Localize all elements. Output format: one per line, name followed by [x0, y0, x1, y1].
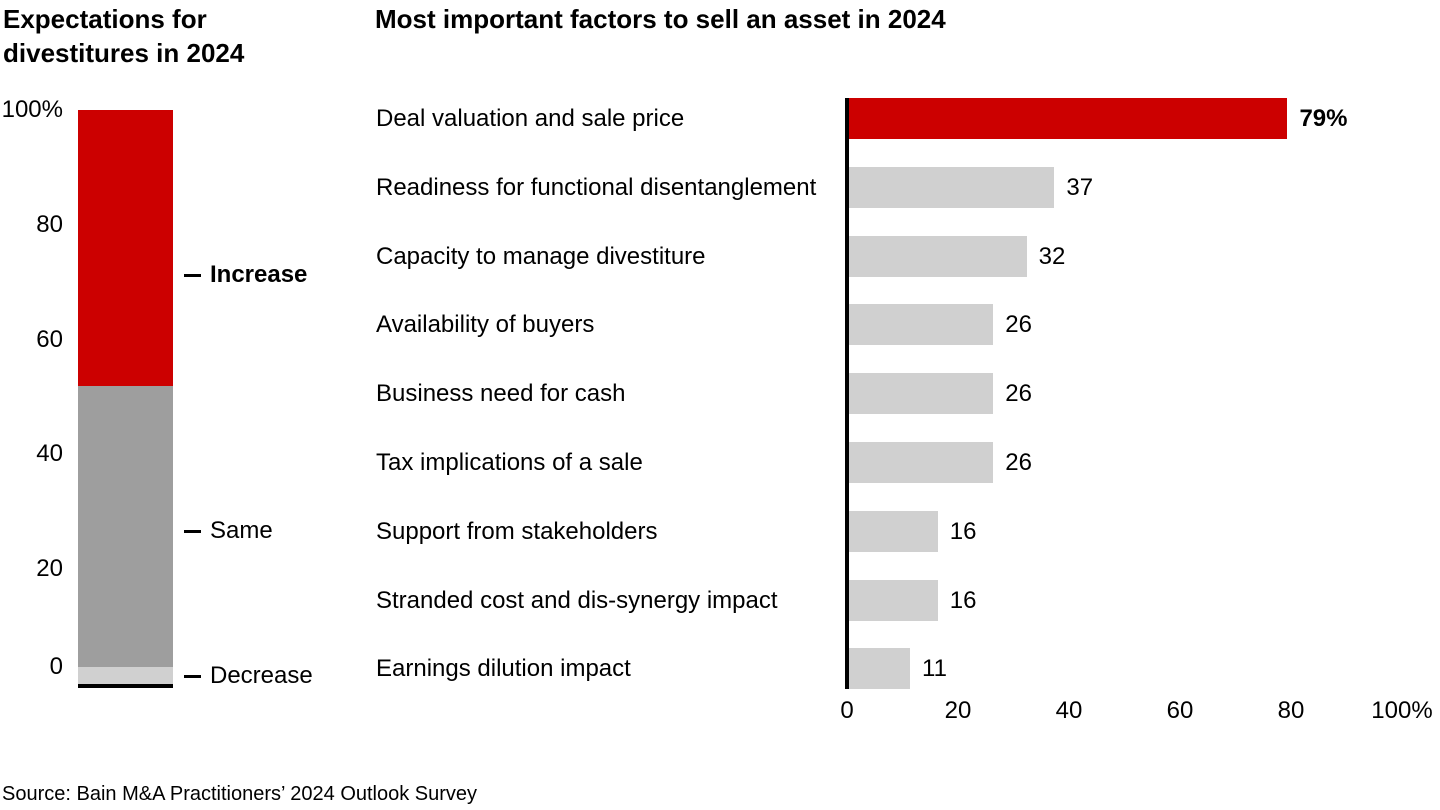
- bar-highlight: [849, 98, 1288, 139]
- x-axis-tick-label: 100%: [1371, 697, 1433, 724]
- y-axis-line: [845, 98, 849, 689]
- y-axis-tick-label: 20: [36, 555, 63, 583]
- x-axis-tick-label: 60: [1166, 697, 1194, 724]
- y-axis-tick-label: 0: [49, 653, 63, 680]
- y-axis-tick-label: 60: [36, 325, 63, 353]
- y-axis-tick-label: 40: [36, 440, 63, 468]
- x-axis-tick-label: 20: [944, 697, 972, 724]
- bar: [849, 442, 994, 483]
- legend-tick-mark: [184, 675, 201, 678]
- category-label: Deal valuation and sale price: [376, 105, 685, 132]
- value-label: 16: [949, 586, 977, 614]
- legend-label-increase: Increase: [210, 261, 308, 288]
- bar: [849, 648, 911, 690]
- category-label: Stranded cost and dis-synergy impact: [376, 586, 778, 614]
- x-axis-tick-label: 40: [1055, 697, 1083, 724]
- category-label: Tax implications of a sale: [376, 449, 643, 476]
- value-label: 16: [949, 517, 977, 545]
- stack-segment-decrease: [78, 666, 173, 684]
- source-note: Source: Bain M&A Practitioners’ 2024 Out…: [2, 783, 478, 805]
- left-chart-title: Expectations for divestitures in 2024: [3, 4, 245, 68]
- value-label: 11: [922, 655, 947, 683]
- bar: [849, 166, 1055, 208]
- stack-segment-same: [78, 385, 173, 667]
- x-axis-tick-label: 0: [840, 697, 854, 724]
- x-axis-tick-label: 80: [1277, 697, 1305, 724]
- y-axis-tick-label: 100%: [1, 96, 63, 123]
- y-axis-tick-label: 80: [36, 210, 63, 238]
- category-label: Capacity to manage divestiture: [376, 242, 706, 270]
- value-label: 26: [1005, 449, 1032, 476]
- bar: [849, 304, 994, 346]
- x-axis-baseline: [78, 684, 173, 688]
- value-label: 32: [1038, 242, 1066, 270]
- category-label: Support from stakeholders: [376, 517, 658, 545]
- category-label: Business need for cash: [376, 380, 626, 408]
- category-label: Earnings dilution impact: [376, 655, 631, 683]
- bar: [849, 579, 938, 621]
- value-label: 37: [1066, 173, 1094, 201]
- legend-tick-mark: [184, 530, 201, 533]
- bar: [849, 510, 938, 552]
- value-label: 26: [1005, 380, 1032, 408]
- legend-label-same: Same: [210, 517, 273, 544]
- stack-segment-increase: [78, 110, 173, 386]
- value-label: 26: [1005, 311, 1032, 339]
- bar: [849, 235, 1027, 277]
- legend-tick-mark: [184, 274, 201, 277]
- value-label: 79%: [1299, 105, 1348, 132]
- category-label: Availability of buyers: [376, 311, 595, 339]
- bar: [849, 373, 994, 415]
- legend-label-decrease: Decrease: [210, 662, 313, 689]
- right-chart-title: Most important factors to sell an asset …: [375, 4, 946, 34]
- category-label: Readiness for functional disentanglement: [376, 173, 817, 201]
